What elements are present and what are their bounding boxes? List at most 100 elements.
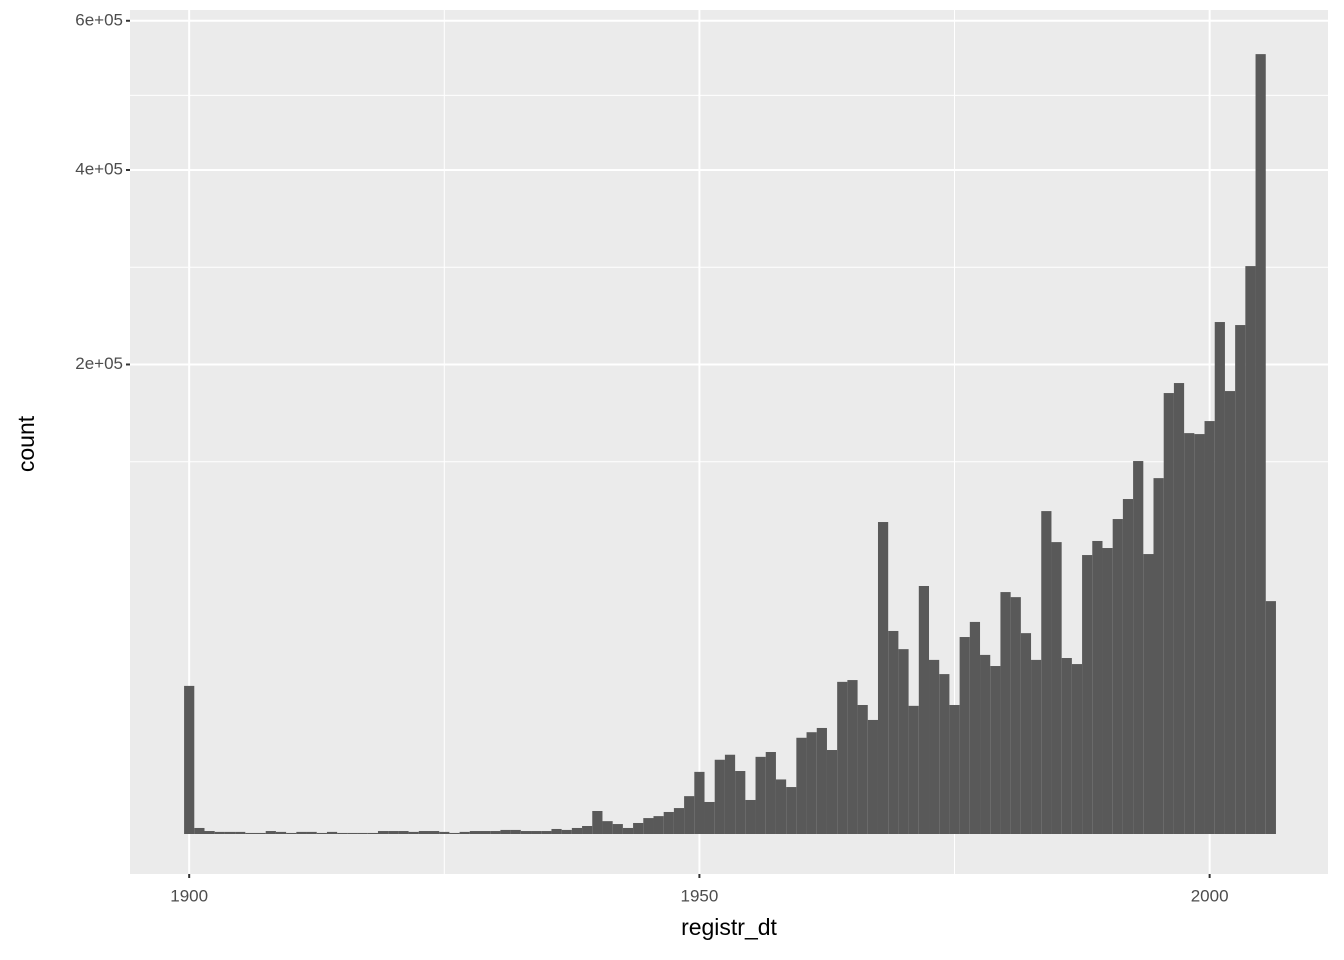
y-tick-label: 2e+05 xyxy=(75,354,123,373)
bar xyxy=(1245,266,1256,835)
bar xyxy=(939,674,950,834)
bar xyxy=(969,621,981,834)
bar xyxy=(673,808,685,834)
bar xyxy=(551,828,562,834)
bar xyxy=(663,811,674,834)
bar xyxy=(1265,601,1276,834)
bar xyxy=(326,831,338,834)
bar xyxy=(1214,322,1225,834)
bar xyxy=(184,685,195,834)
bar xyxy=(541,831,552,834)
bar xyxy=(1255,54,1266,835)
bar xyxy=(265,831,276,834)
bar xyxy=(1122,499,1134,834)
x-axis-title: registr_dt xyxy=(681,914,777,940)
x-tick-label: 1900 xyxy=(170,886,208,905)
bar xyxy=(888,630,899,834)
bar xyxy=(959,637,970,834)
bar xyxy=(806,732,817,834)
bar xyxy=(388,831,399,834)
bar xyxy=(724,754,736,834)
bar xyxy=(255,832,266,834)
bar xyxy=(1204,421,1215,834)
bar xyxy=(449,832,460,834)
bar xyxy=(1010,597,1021,834)
bar xyxy=(786,787,797,834)
bar xyxy=(1143,554,1154,834)
bar xyxy=(898,649,909,834)
bar xyxy=(796,737,807,834)
bar xyxy=(765,752,776,834)
bar xyxy=(1051,542,1062,834)
bar xyxy=(418,831,429,834)
bar xyxy=(337,832,348,834)
bar xyxy=(602,821,613,834)
bar xyxy=(1194,434,1205,834)
bar xyxy=(704,801,715,834)
bar xyxy=(439,831,450,834)
bar xyxy=(490,831,501,834)
bar xyxy=(286,832,297,834)
bar xyxy=(1092,540,1103,834)
y-tick-label: 6e+05 xyxy=(75,10,123,29)
bar xyxy=(1224,391,1236,834)
bar xyxy=(622,827,634,834)
bar xyxy=(643,818,654,834)
bar xyxy=(867,719,878,834)
bar xyxy=(990,666,1001,834)
bar xyxy=(918,585,930,834)
bar xyxy=(745,799,756,834)
bar xyxy=(929,659,940,834)
bar xyxy=(1061,658,1072,834)
bar xyxy=(398,831,409,834)
bar xyxy=(592,810,603,834)
bar xyxy=(1102,548,1113,834)
bar xyxy=(1173,383,1185,834)
bar xyxy=(582,826,593,834)
bar xyxy=(826,750,838,834)
bar xyxy=(204,831,215,834)
bar xyxy=(980,654,991,834)
bar xyxy=(684,796,695,834)
bar xyxy=(714,759,725,834)
bar xyxy=(1184,433,1195,834)
bar xyxy=(1112,519,1123,834)
bar xyxy=(1000,592,1011,834)
bar xyxy=(653,816,664,834)
x-tick-label: 2000 xyxy=(1191,886,1229,905)
bar xyxy=(531,831,542,834)
bar xyxy=(908,705,919,834)
bar xyxy=(510,829,521,834)
bar xyxy=(1041,511,1052,834)
bar xyxy=(1020,633,1032,834)
bar xyxy=(306,831,317,834)
bar xyxy=(316,832,327,834)
bar xyxy=(500,829,511,834)
bar xyxy=(459,831,470,834)
bar xyxy=(633,822,644,834)
bar xyxy=(275,831,287,834)
bar xyxy=(571,827,583,834)
bar xyxy=(949,704,960,834)
bar xyxy=(816,727,827,834)
y-axis-title: count xyxy=(13,415,39,472)
bar xyxy=(877,522,889,834)
bar xyxy=(469,831,481,834)
bar xyxy=(755,756,766,834)
bar xyxy=(1235,325,1246,834)
bar xyxy=(1153,478,1164,834)
bar xyxy=(235,831,246,834)
bar xyxy=(194,827,205,834)
bar xyxy=(561,829,572,834)
bar xyxy=(347,832,358,834)
bar xyxy=(1163,393,1174,834)
bar xyxy=(1082,555,1093,834)
bar xyxy=(357,832,368,834)
bar xyxy=(224,831,236,834)
bar xyxy=(694,771,705,834)
bar xyxy=(1031,659,1042,834)
bar xyxy=(214,831,225,834)
bar xyxy=(1071,664,1083,834)
